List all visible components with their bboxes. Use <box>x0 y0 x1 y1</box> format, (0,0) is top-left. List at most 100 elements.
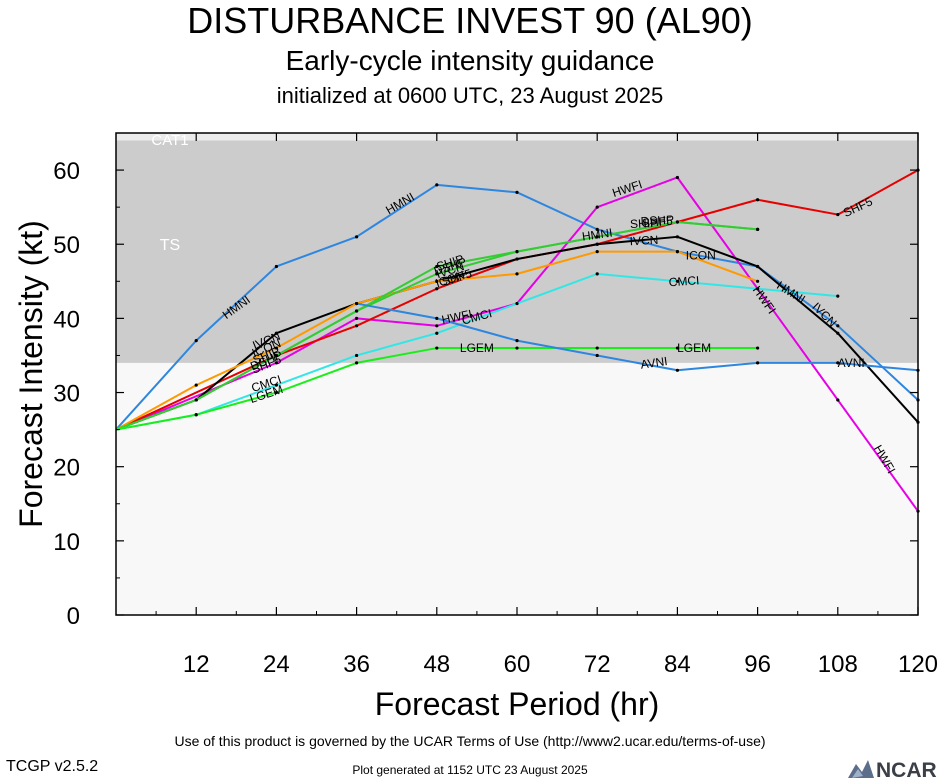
series-label-lgem: LGEM <box>460 341 494 355</box>
series-point-ship <box>435 264 439 269</box>
series-point-icon <box>194 383 198 387</box>
series-point-hmni <box>355 235 359 239</box>
series-point-hwfi <box>675 175 680 180</box>
series-point-ivcn <box>756 264 760 269</box>
series-point-cmci <box>595 272 599 276</box>
series-point-lgem <box>675 346 680 350</box>
series-point-cmci <box>836 294 840 298</box>
series-point-dshp <box>595 235 599 239</box>
series-point-cmci <box>355 353 359 358</box>
series-label-icon: ICON <box>686 248 716 262</box>
series-point-cmci <box>756 287 760 291</box>
series-label-ship: SHIP <box>630 216 659 231</box>
series-point-ivcn <box>675 235 680 239</box>
series-point-hmni <box>595 227 599 231</box>
series-point-icon <box>675 250 680 254</box>
series-point-icon <box>515 272 519 276</box>
series-label-cmci: CMCI <box>668 273 700 289</box>
x-tick-label: 24 <box>263 651 290 678</box>
y-axis-label: Forecast Intensity (kt) <box>13 220 49 528</box>
series-point-icon <box>274 346 278 350</box>
series-point-dshp <box>435 272 439 276</box>
series-point-ivcn <box>836 331 840 335</box>
initialized-time: initialized at 0600 UTC, 23 August 2025 <box>276 83 664 108</box>
version-label: TCGP v2.5.2 <box>6 758 99 775</box>
series-point-lgem <box>595 346 599 350</box>
ncar-logo-mark <box>848 760 874 778</box>
x-tick-label: 120 <box>898 651 938 678</box>
y-tick-label: 30 <box>53 381 80 408</box>
x-tick-label: 48 <box>423 651 450 678</box>
series-point-hmni <box>194 339 198 343</box>
series-point-shf5 <box>756 198 760 202</box>
series-point-hmni <box>274 264 278 269</box>
x-tick-label: 108 <box>818 651 858 678</box>
series-point-hwfi <box>595 205 599 209</box>
x-tick-label: 12 <box>183 651 210 678</box>
series-point-hmni <box>836 324 840 328</box>
series-label-hwfi: HWFI <box>440 307 473 327</box>
series-point-dshp <box>675 220 680 224</box>
series-point-icon <box>595 250 599 254</box>
plot-generated-time: Plot generated at 1152 UTC 23 August 202… <box>352 763 588 777</box>
series-point-dshp <box>355 309 359 313</box>
series-point-icon <box>435 279 439 283</box>
series-point-cmci <box>675 279 680 283</box>
series-point-dshp <box>515 250 519 254</box>
series-point-dshp <box>756 227 760 231</box>
series-point-cmci <box>274 383 278 387</box>
series-point-lgem <box>435 346 439 350</box>
series-point-lgem <box>515 346 519 350</box>
series-label-dshp: DSHP <box>640 213 674 229</box>
series-point-shf5 <box>435 287 439 291</box>
y-tick-label: 0 <box>67 603 80 630</box>
x-tick-label: 60 <box>504 651 531 678</box>
series-point-avni <box>515 339 519 343</box>
series-point-avni <box>675 368 680 372</box>
x-tick-label: 72 <box>584 651 611 678</box>
chart-title: DISTURBANCE INVEST 90 (AL90) <box>187 0 753 41</box>
series-label-avni: AVNI <box>838 356 865 370</box>
band-label-cat1: CAT1 <box>151 132 188 149</box>
series-point-lgem <box>355 361 359 365</box>
series-label-shf5: SHF5 <box>641 214 673 231</box>
series-label-lgem: LGEM <box>677 341 711 355</box>
series-point-ivcn <box>595 242 599 246</box>
x-axis-label: Forecast Period (hr) <box>374 686 660 722</box>
y-tick-label: 50 <box>53 232 80 259</box>
series-point-dshp <box>194 398 198 402</box>
ncar-logo-text: NCAR <box>876 759 937 780</box>
series-point-avni <box>756 361 760 365</box>
series-point-lgem <box>274 390 278 395</box>
band-label-ts: TS <box>160 237 180 254</box>
series-point-cmci <box>435 331 439 335</box>
series-point-hwfi <box>435 324 439 328</box>
series-point-hwfi <box>836 398 840 402</box>
series-point-avni <box>435 316 439 320</box>
series-point-cmci <box>515 301 519 306</box>
terms-of-use: Use of this product is governed by the U… <box>174 733 766 749</box>
series-point-avni <box>836 361 840 365</box>
x-tick-label: 84 <box>664 651 691 678</box>
series-point-hmni <box>435 183 439 187</box>
series-point-shf5 <box>836 212 840 217</box>
series-point-dshp <box>274 353 278 358</box>
series-point-hmni <box>515 190 519 194</box>
series-point-hwfi <box>355 316 359 320</box>
series-line-cmci <box>115 272 838 431</box>
y-tick-label: 20 <box>53 455 80 482</box>
ncar-logo: NCAR <box>848 759 937 780</box>
y-tick-label: 40 <box>53 306 80 333</box>
series-point-icon <box>756 279 760 283</box>
series-lines <box>115 168 920 513</box>
series-point-hwfi <box>274 361 278 365</box>
y-tick-label: 60 <box>53 158 80 185</box>
chart-subtitle: Early-cycle intensity guidance <box>285 45 655 76</box>
x-tick-label: 36 <box>343 651 370 678</box>
series-point-shf5 <box>355 324 359 328</box>
series-label-ivcn: IVCN <box>629 233 658 248</box>
series-label-hmni: HMNI <box>581 226 613 244</box>
series-label-avni: AVNI <box>640 354 669 372</box>
series-point-lgem <box>756 346 760 350</box>
